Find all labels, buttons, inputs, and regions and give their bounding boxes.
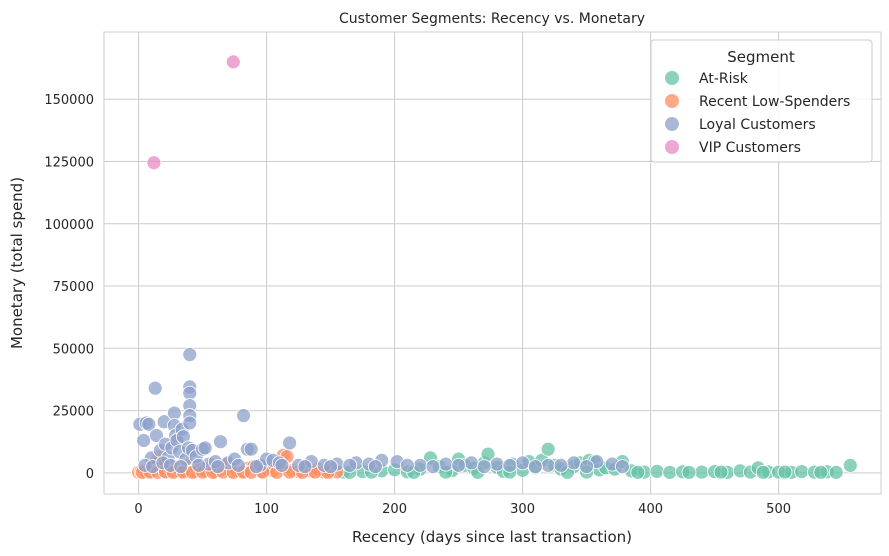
data-point-loyal-customers [136, 433, 152, 448]
data-point-loyal-customers [476, 459, 492, 475]
data-point-at-risk [649, 463, 665, 479]
data-point-loyal-customers [274, 457, 290, 473]
data-point-at-risk [540, 441, 556, 457]
data-point-loyal-customers [438, 456, 454, 472]
data-point-loyal-customers [451, 457, 466, 473]
data-point-loyal-customers [282, 435, 298, 451]
data-point-at-risk [694, 464, 710, 480]
data-point-loyal-customers [248, 459, 264, 475]
data-point-loyal-customers [243, 441, 259, 457]
series-vip-customers [146, 54, 241, 171]
legend-label: At-Risk [699, 71, 749, 87]
y-tick-label: 100000 [44, 218, 94, 233]
data-point-at-risk [681, 464, 697, 480]
data-point-loyal-customers [182, 347, 198, 362]
data-point-at-risk [794, 464, 810, 479]
legend-marker [665, 117, 679, 131]
x-tick-label: 0 [134, 502, 142, 517]
data-point-loyal-customers [210, 459, 226, 475]
data-point-loyal-customers [502, 457, 518, 473]
data-point-loyal-customers [141, 416, 157, 432]
data-point-loyal-customers [191, 457, 207, 473]
y-tick-label: 75000 [53, 280, 94, 295]
data-point-loyal-customers [527, 459, 543, 475]
x-tick-label: 100 [254, 502, 279, 517]
data-point-loyal-customers [323, 459, 338, 475]
data-point-loyal-customers [566, 455, 582, 471]
data-point-vip-customers [225, 54, 241, 70]
y-tick-label: 150000 [44, 93, 94, 108]
data-point-loyal-customers [579, 459, 594, 475]
chart-title: Customer Segments: Recency vs. Monetary [339, 11, 645, 27]
data-point-loyal-customers [236, 408, 251, 423]
plot-area-frame [103, 31, 882, 495]
y-tick-label: 25000 [53, 405, 94, 420]
x-tick-label: 300 [510, 502, 535, 517]
data-point-loyal-customers [553, 457, 569, 473]
legend-label: Loyal Customers [699, 117, 816, 133]
legend-marker [665, 140, 679, 154]
data-point-loyal-customers [463, 455, 479, 471]
data-point-vip-customers [146, 155, 162, 171]
data-point-at-risk [777, 464, 793, 480]
data-points [131, 54, 858, 480]
y-axis-label: Monetary (total spend) [8, 177, 26, 349]
y-axis-ticks: 0 25000 50000 75000 100000 125000 150000 [44, 93, 94, 482]
series-loyal-customers [132, 347, 630, 475]
data-point-loyal-customers [149, 428, 164, 443]
data-point-at-risk [828, 464, 844, 480]
y-tick-label: 125000 [44, 156, 94, 171]
data-point-at-risk [662, 464, 678, 480]
data-point-loyal-customers [489, 456, 505, 472]
data-point-loyal-customers [425, 459, 441, 475]
legend-title: Segment [727, 48, 795, 66]
data-point-loyal-customers [147, 380, 163, 396]
data-point-loyal-customers [342, 457, 358, 473]
x-axis-ticks: 0 100 200 300 400 500 [134, 502, 791, 517]
data-point-loyal-customers [173, 459, 189, 475]
legend-marker [665, 94, 679, 108]
legend-marker [665, 71, 679, 85]
legend-label: Recent Low-Spenders [699, 94, 850, 110]
y-tick-label: 50000 [53, 342, 94, 357]
x-axis-label: Recency (days since last transaction) [352, 528, 632, 546]
data-point-loyal-customers [197, 440, 213, 456]
x-tick-label: 500 [766, 502, 791, 517]
data-point-loyal-customers [231, 457, 246, 473]
x-tick-label: 200 [382, 502, 407, 517]
data-point-loyal-customers [615, 459, 630, 475]
data-point-loyal-customers [167, 405, 182, 421]
data-point-loyal-customers [412, 457, 428, 473]
data-point-at-risk [713, 464, 729, 480]
x-tick-label: 400 [638, 502, 663, 517]
data-point-loyal-customers [367, 459, 383, 475]
data-point-at-risk [630, 464, 646, 480]
data-point-loyal-customers [515, 455, 530, 471]
legend-label: VIP Customers [699, 140, 801, 156]
legend: Segment At-Risk Recent Low-Spenders Loyal … [650, 39, 873, 163]
data-point-loyal-customers [540, 457, 556, 473]
data-point-loyal-customers [182, 385, 198, 401]
y-tick-label: 0 [86, 467, 94, 482]
data-point-loyal-customers [297, 459, 313, 475]
data-point-at-risk [842, 457, 858, 473]
data-point-loyal-customers [182, 415, 198, 431]
data-point-loyal-customers [399, 457, 415, 473]
data-point-loyal-customers [213, 434, 228, 450]
data-point-at-risk [755, 464, 771, 480]
data-point-at-risk [813, 464, 829, 480]
legend-box [650, 39, 873, 163]
